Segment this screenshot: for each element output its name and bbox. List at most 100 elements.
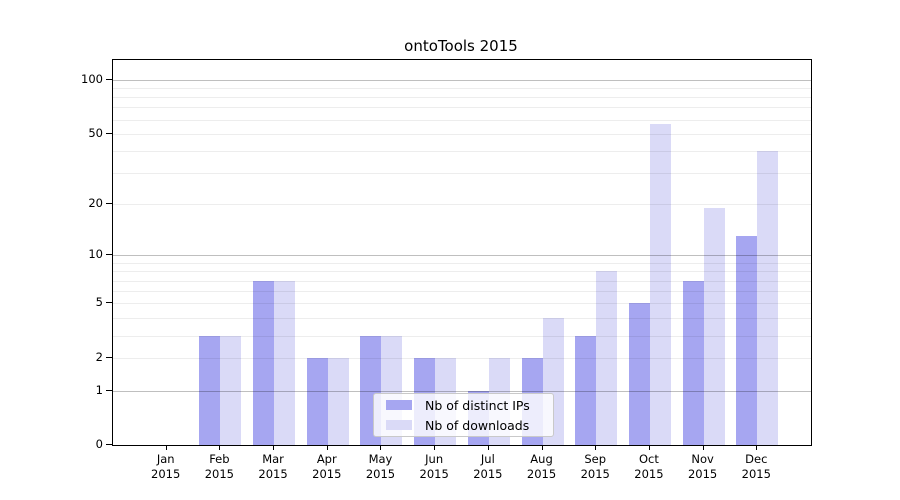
legend-entry-downloads: Nb of downloads [374, 415, 553, 435]
month-year: 2015 [365, 467, 396, 481]
month-name: Oct [638, 452, 659, 466]
bar-ips-nov [682, 280, 704, 445]
minor-gridline-8 [113, 271, 811, 273]
y-tick-mark-0 [106, 444, 112, 445]
bar-ips-sep [575, 335, 597, 445]
month-name: Jun [425, 452, 444, 466]
y-tick-mark-5 [106, 302, 112, 304]
month-name: Aug [530, 452, 553, 466]
x-tick-label-oct: Oct 2015 [619, 452, 679, 482]
month-year: 2015 [419, 467, 449, 481]
grid-layer [113, 60, 811, 445]
y-tick-mark-10 [106, 254, 112, 256]
y-tick-label-100: 100 [81, 71, 103, 86]
month-name: Feb [209, 452, 230, 466]
bar-downloads-nov [703, 207, 725, 445]
minor-gridline-5 [113, 303, 811, 305]
minor-gridline-7 [113, 280, 811, 282]
minor-gridline-50 [113, 133, 811, 135]
month-name: Dec [745, 452, 768, 466]
legend-swatch-distinct-ips [386, 400, 412, 410]
x-tick-label-mar: Mar 2015 [243, 452, 303, 482]
minor-gridline-2 [113, 358, 811, 360]
month-year: 2015 [580, 467, 610, 481]
month-year: 2015 [473, 467, 503, 481]
y-tick-label-20: 20 [88, 196, 103, 211]
x-tick-label-jul: Jul 2015 [458, 452, 518, 482]
month-year: 2015 [312, 467, 342, 481]
month-name: Jan [156, 452, 175, 466]
x-tick-mark-jan [165, 445, 167, 450]
x-tick-label-nov: Nov 2015 [673, 452, 733, 482]
y-tick-label-2: 2 [95, 350, 103, 365]
month-name: Mar [262, 452, 284, 466]
major-gridline-100 [113, 79, 811, 81]
x-tick-label-jun: Jun 2015 [404, 452, 464, 482]
y-tick-label-0: 0 [95, 437, 103, 451]
month-name: Jul [480, 452, 495, 466]
month-year: 2015 [204, 467, 235, 481]
month-year: 2015 [741, 467, 771, 481]
x-tick-label-dec: Dec 2015 [726, 452, 786, 482]
month-name: May [368, 452, 393, 466]
bar-ips-dec [736, 236, 758, 445]
month-year: 2015 [687, 467, 718, 481]
bar-downloads-apr [327, 358, 349, 445]
bar-downloads-oct [649, 123, 671, 445]
x-tick-mark-jun [434, 445, 436, 450]
minor-gridline-40 [113, 151, 811, 152]
bar-downloads-mar [274, 280, 296, 445]
bar-ips-oct [628, 303, 650, 445]
month-year: 2015 [258, 467, 288, 481]
minor-gridline-90 [113, 87, 811, 89]
minor-gridline-6 [113, 291, 811, 293]
x-tick-mark-may [380, 445, 382, 450]
y-tick-label-5: 5 [95, 295, 103, 310]
x-tick-label-jan: Jan 2015 [136, 452, 196, 482]
major-gridline-10 [113, 255, 811, 257]
bar-downloads-dec [757, 151, 779, 445]
y-tick-label-50: 50 [88, 125, 103, 140]
bar-ips-feb [199, 335, 221, 445]
month-name: Sep [584, 452, 607, 466]
legend-swatch-downloads [386, 420, 412, 430]
bar-ips-mar [253, 280, 275, 445]
minor-gridline-9 [113, 262, 811, 264]
month-year: 2015 [526, 467, 557, 481]
bar-downloads-feb [220, 335, 242, 445]
month-name: Apr [316, 452, 337, 466]
bar-ips-apr [306, 358, 328, 445]
x-tick-mark-oct [648, 445, 650, 450]
y-tick-label-1: 1 [95, 382, 103, 397]
minor-gridline-70 [113, 107, 811, 109]
legend-entry-distinct-ips: Nb of distinct IPs [374, 395, 553, 415]
minor-gridline-80 [113, 97, 811, 99]
x-tick-label-aug: Aug 2015 [512, 452, 572, 482]
y-tick-mark-20 [106, 203, 112, 205]
legend-label-distinct-ips: Nb of distinct IPs [425, 397, 530, 413]
minor-gridline-60 [113, 119, 811, 121]
x-tick-label-sep: Sep 2015 [565, 452, 625, 482]
y-tick-mark-50 [106, 132, 112, 134]
x-tick-mark-jul [487, 445, 489, 450]
month-year: 2015 [151, 467, 181, 481]
major-gridline-1 [113, 390, 811, 392]
x-tick-mark-feb [219, 445, 221, 450]
minor-gridline-30 [113, 173, 811, 175]
minor-gridline-4 [113, 317, 811, 319]
month-name: Nov [691, 452, 714, 466]
x-tick-label-apr: Apr 2015 [297, 452, 357, 482]
x-tick-mark-sep [595, 445, 597, 450]
x-tick-mark-nov [702, 445, 704, 450]
y-tick-mark-1 [106, 389, 112, 391]
legend-label-downloads: Nb of downloads [425, 417, 530, 433]
y-tick-mark-2 [106, 357, 112, 359]
bar-downloads-sep [596, 271, 618, 445]
x-tick-mark-dec [756, 445, 758, 450]
plot-area: Nb of distinct IPs Nb of downloads [112, 59, 812, 446]
minor-gridline-3 [113, 335, 811, 337]
x-tick-label-may: May 2015 [350, 452, 410, 482]
month-year: 2015 [634, 467, 664, 481]
x-tick-mark-mar [273, 445, 275, 450]
